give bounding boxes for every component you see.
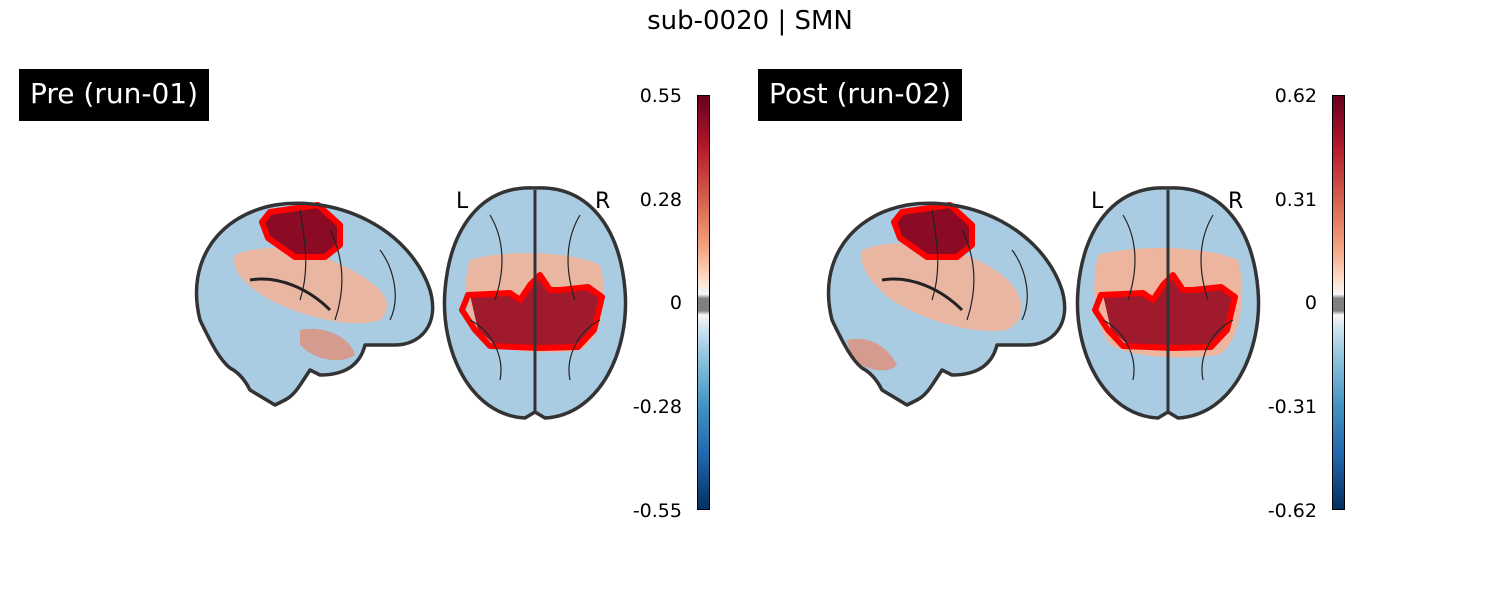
sagittal-brain-view [826,201,1067,407]
colorbar-tick: 0.62 [1274,85,1317,107]
axial-brain-view [1075,186,1261,420]
sagittal-brain-view [194,201,435,407]
figure-title: sub-0020 | SMN [647,6,853,36]
hemisphere-right-label: R [595,189,611,214]
panel-pre: Pre (run-01) L R [0,0,710,600]
brain-glass-views [194,186,628,420]
panel-label: Post (run-02) [758,69,963,121]
colorbar-tick: -0.28 [632,396,682,418]
colorbar-tick: -0.62 [1267,500,1317,522]
hemisphere-left-label: L [1091,189,1104,214]
colorbar-tick: -0.31 [1267,396,1317,418]
panel-label: Pre (run-01) [19,69,209,121]
colorbar [1332,95,1345,510]
axial-brain-view [442,186,628,420]
colorbar-tick: 0.55 [639,85,682,107]
panel-post: Post (run-02) L R 0.62 [738,0,1438,600]
hemisphere-right-label: R [1228,189,1244,214]
colorbar-tick: 0 [1304,292,1317,314]
colorbar-tick: 0.28 [639,189,682,211]
hemisphere-left-label: L [456,189,469,214]
colorbar-tick: 0 [669,292,682,314]
colorbar-tick: 0.31 [1274,189,1317,211]
colorbar-tick: -0.55 [632,500,682,522]
brain-glass-views [826,186,1261,420]
colorbar [697,95,710,510]
